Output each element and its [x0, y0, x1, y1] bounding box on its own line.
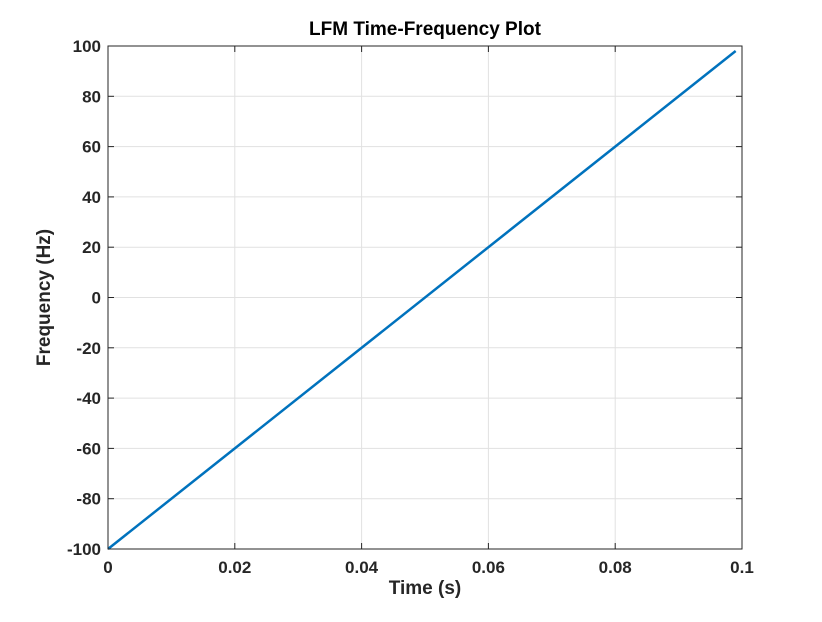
x-tick-label: 0.02: [218, 558, 251, 577]
grid: [108, 46, 742, 549]
y-tick-label: 100: [73, 37, 101, 56]
y-tick-label: -80: [76, 490, 101, 509]
y-tick-label: -40: [76, 389, 101, 408]
series-line: [107, 50, 737, 550]
y-tick-label: 20: [82, 238, 101, 257]
y-tick-label: -20: [76, 339, 101, 358]
chart-title: LFM Time-Frequency Plot: [309, 19, 542, 40]
y-tick-label: 60: [82, 138, 101, 157]
y-tick-labels: -100 -80 -60 -40 -20 0 20 40 60 80 100: [67, 37, 101, 559]
x-axis-label: Time (s): [389, 578, 462, 599]
x-tick-labels: 0 0.02 0.04 0.06 0.08 0.1: [103, 558, 754, 577]
y-tick-label: -60: [76, 439, 101, 458]
y-tick-label: 0: [92, 289, 101, 308]
ticks: [107, 45, 743, 550]
x-tick-label: 0.1: [730, 558, 754, 577]
x-tick-label: 0: [103, 558, 112, 577]
x-tick-label: 0.08: [599, 558, 632, 577]
y-tick-label: -100: [67, 540, 101, 559]
y-tick-label: 80: [82, 87, 101, 106]
plot-area: [107, 50, 737, 550]
y-tick-label: 40: [82, 188, 101, 207]
x-tick-label: 0.04: [345, 558, 379, 577]
x-tick-label: 0.06: [472, 558, 505, 577]
y-axis-label: Frequency (Hz): [34, 229, 55, 366]
